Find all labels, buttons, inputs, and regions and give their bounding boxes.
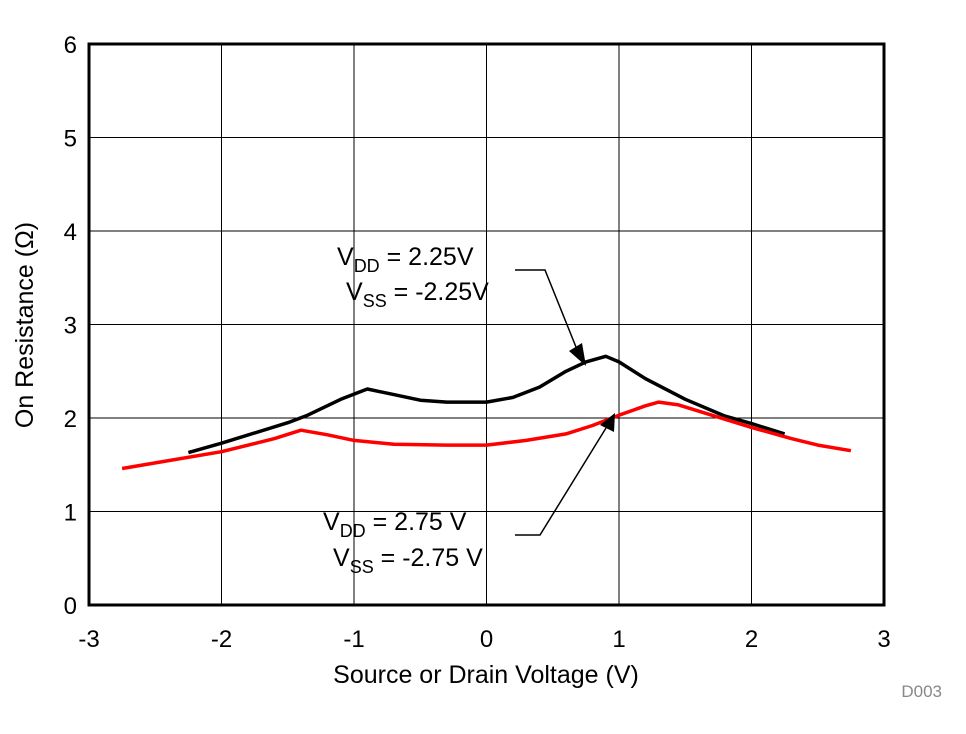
series-line-1 (121, 400, 852, 471)
y-tick-label: 4 (64, 219, 77, 246)
series-label-0-line-0: VDD = 2.25V (337, 243, 474, 276)
arrowhead-red (600, 413, 615, 432)
y-tick-label: 6 (64, 32, 77, 59)
y-tick-label: 1 (64, 500, 77, 527)
series-label-1-line-1: VSS = -2.75 V (333, 544, 483, 577)
x-tick-label: -2 (211, 626, 232, 653)
footnote: D003 (901, 682, 942, 701)
plot-frame (87, 42, 886, 607)
y-tick-label: 3 (64, 313, 77, 340)
series (121, 354, 852, 471)
x-tick-label: -3 (78, 626, 99, 653)
x-axis-label: Source or Drain Voltage (V) (333, 661, 639, 689)
x-tick-label: 2 (745, 626, 758, 653)
x-tick-label: -1 (343, 626, 364, 653)
y-tick-label: 2 (64, 406, 77, 433)
series-label-0-line-1: VSS = -2.25V (346, 278, 489, 311)
arrow-line-black (515, 269, 579, 353)
arrowhead-black (569, 343, 586, 366)
tick-labels: -3 -2 -1 0 1 2 3 0 1 2 3 4 5 6 (64, 32, 891, 653)
y-tick-label: 5 (64, 126, 77, 153)
x-tick-label: 1 (612, 626, 625, 653)
y-axis-label: On Resistance (Ω) (11, 222, 39, 428)
arrow-line-red (515, 427, 607, 536)
x-tick-label: 3 (877, 626, 890, 653)
x-tick-label: 0 (480, 626, 493, 653)
y-tick-label: 0 (64, 593, 77, 620)
series-label-1-line-0: VDD = 2.75 V (323, 508, 467, 541)
grid (88, 43, 885, 606)
series-line-0 (187, 354, 786, 455)
